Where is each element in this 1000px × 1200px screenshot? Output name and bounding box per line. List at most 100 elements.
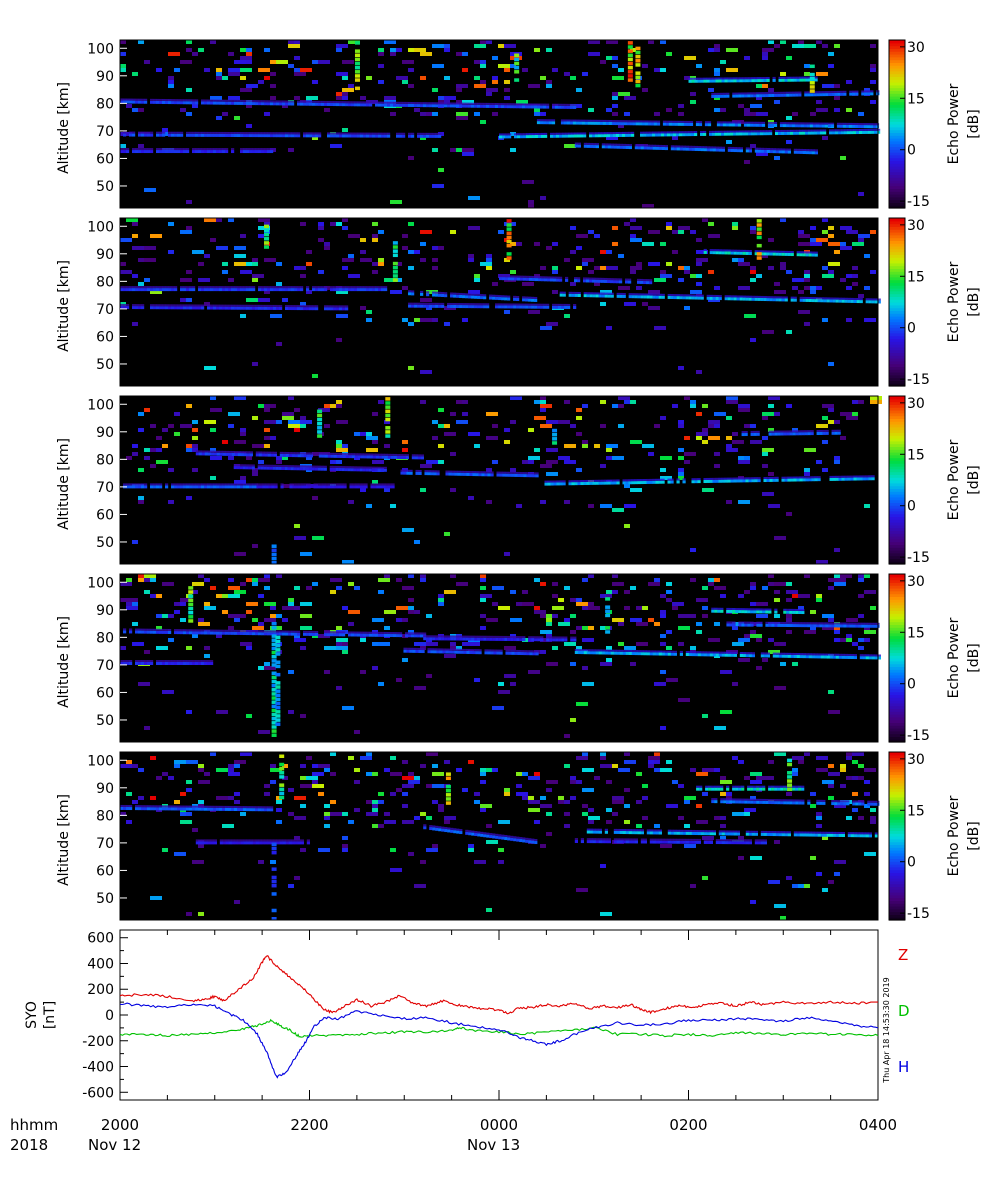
echo-layer-halo bbox=[526, 133, 530, 136]
echo-layer-cell bbox=[216, 452, 220, 456]
echo-layer-cell bbox=[793, 131, 797, 135]
echo-layer-halo bbox=[694, 294, 698, 297]
echo-layer-halo bbox=[726, 92, 730, 95]
echo-layer-cell bbox=[743, 123, 748, 127]
echo-speckle bbox=[708, 270, 714, 274]
echo-layer-cell bbox=[427, 472, 431, 476]
echo-layer-cell bbox=[628, 146, 632, 150]
echo-speckle bbox=[294, 266, 300, 270]
echo-layer-cell bbox=[842, 124, 847, 128]
echo-layer-halo bbox=[207, 148, 211, 151]
echo-layer-halo bbox=[802, 476, 806, 479]
echo-speckle bbox=[870, 80, 876, 84]
echo-layer-cell bbox=[207, 485, 211, 489]
echo-layer-cell bbox=[733, 251, 737, 255]
echo-layer-cell bbox=[723, 94, 727, 98]
colorbar-segment bbox=[889, 502, 905, 506]
echo-layer-cell bbox=[555, 105, 559, 109]
echo-layer-halo bbox=[534, 103, 538, 106]
echo-layer-cell bbox=[168, 662, 172, 666]
echo-speckle bbox=[546, 84, 552, 88]
echo-layer-halo bbox=[499, 471, 503, 474]
echo-speckle bbox=[828, 262, 840, 266]
echo-speckle bbox=[564, 144, 576, 148]
echo-speckle bbox=[804, 472, 810, 476]
echo-layer-halo bbox=[159, 98, 163, 101]
echo-layer-halo bbox=[861, 90, 865, 93]
echo-layer-cell bbox=[565, 278, 569, 282]
echo-layer-cell bbox=[330, 307, 334, 311]
echo-layer-cell bbox=[297, 288, 301, 292]
echo-speckle bbox=[390, 200, 402, 204]
echo-layer-halo bbox=[222, 304, 226, 307]
colorbar-segment bbox=[889, 454, 905, 459]
echo-layer-halo bbox=[753, 430, 757, 433]
echo-layer-halo bbox=[403, 469, 407, 472]
echo-speckle bbox=[300, 646, 306, 650]
colorbar-segment bbox=[889, 96, 905, 100]
echo-layer-halo bbox=[717, 92, 721, 95]
echo-layer-cell bbox=[352, 485, 356, 489]
echo-speckle bbox=[126, 602, 132, 606]
echo-layer-halo bbox=[741, 431, 745, 434]
echo-layer-cell bbox=[198, 662, 202, 666]
echo-speckle bbox=[120, 262, 126, 266]
echo-speckle bbox=[480, 626, 486, 630]
echo-layer-cell bbox=[574, 293, 578, 297]
echo-layer-cell bbox=[745, 149, 749, 153]
echo-speckle bbox=[474, 678, 480, 682]
echo-layer-halo bbox=[718, 477, 722, 480]
echo-layer-halo bbox=[351, 101, 355, 104]
echo-speckle bbox=[696, 436, 702, 440]
echo-layer-halo bbox=[141, 628, 145, 631]
echo-layer-cell bbox=[132, 306, 136, 310]
echo-layer-halo bbox=[787, 250, 791, 253]
echo-speckle bbox=[708, 48, 714, 52]
echo-layer-cell bbox=[327, 134, 331, 138]
echo-layer-halo bbox=[459, 303, 463, 306]
echo-layer-halo bbox=[387, 453, 391, 456]
echo-layer-cell bbox=[829, 131, 833, 135]
echo-layer-cell bbox=[177, 485, 181, 489]
echo-layer-cell bbox=[222, 452, 226, 456]
echo-layer-halo bbox=[543, 103, 547, 106]
echo-layer-cell bbox=[559, 134, 563, 138]
echo-layer-halo bbox=[378, 132, 382, 135]
echo-layer-cell bbox=[523, 474, 527, 478]
echo-layer-cell bbox=[189, 662, 193, 666]
echo-layer-halo bbox=[273, 100, 277, 103]
colorbar-segment bbox=[889, 477, 905, 481]
echo-layer-cell bbox=[453, 104, 457, 108]
echo-layer-cell bbox=[670, 296, 674, 300]
echo-speckle bbox=[822, 266, 828, 270]
echo-speckle bbox=[570, 282, 576, 286]
echo-layer-halo bbox=[387, 101, 391, 104]
echo-speckle bbox=[216, 246, 228, 250]
echo-layer-cell bbox=[296, 467, 300, 471]
echo-layer-cell bbox=[468, 295, 472, 299]
echo-speckle bbox=[432, 64, 444, 68]
colorbar-segment bbox=[889, 424, 905, 428]
echo-speckle bbox=[804, 630, 816, 634]
echo-layer-halo bbox=[153, 286, 157, 289]
echo-speckle bbox=[144, 278, 150, 282]
echo-layer-halo bbox=[189, 131, 193, 134]
echo-layer-halo bbox=[501, 103, 505, 106]
echo-layer-halo bbox=[234, 99, 238, 102]
echo-layer-cell bbox=[462, 305, 466, 309]
echo-speckle bbox=[810, 226, 816, 230]
echo-layer-cell bbox=[694, 133, 698, 137]
echo-speckle bbox=[804, 278, 810, 282]
echo-layer-cell bbox=[258, 632, 262, 636]
echo-speckle bbox=[666, 598, 672, 602]
echo-layer-halo bbox=[387, 132, 391, 135]
echo-layer-cell bbox=[526, 277, 530, 281]
echo-layer-cell bbox=[303, 632, 307, 636]
echo-layer-cell bbox=[619, 145, 623, 149]
echo-speckle bbox=[864, 254, 870, 258]
echo-layer-halo bbox=[402, 132, 406, 135]
echo-speckle bbox=[486, 266, 492, 270]
echo-speckle bbox=[348, 254, 354, 258]
echo-layer-cell bbox=[339, 103, 343, 107]
echo-speckle bbox=[672, 602, 684, 606]
